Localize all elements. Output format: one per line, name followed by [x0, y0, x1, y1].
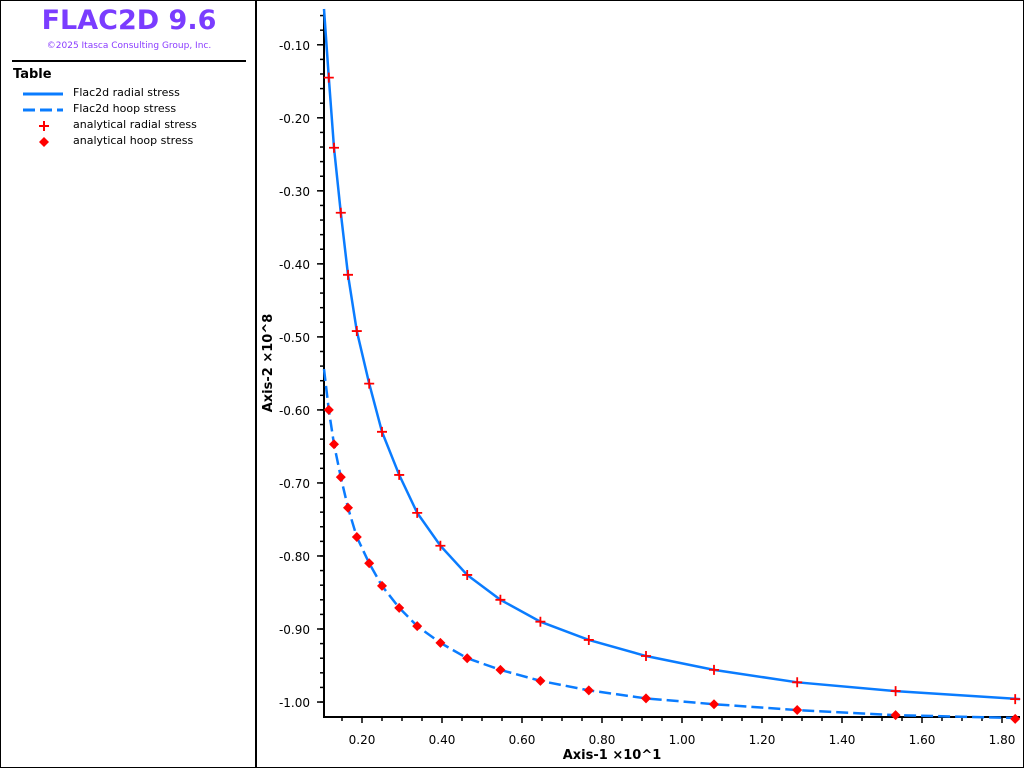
x-tick-label: 0.40 [429, 733, 456, 747]
app-title: FLAC2D 9.6 [41, 5, 217, 36]
analytical-radial-point [394, 469, 405, 480]
analytical-radial-point [435, 540, 446, 551]
diamond-marker-icon [39, 137, 49, 147]
analytical-radial-point [583, 634, 594, 645]
x-tick-label: 0.20 [349, 733, 376, 747]
legend-item-flac-radial: Flac2d radial stress [21, 86, 251, 102]
flac-radial-line [322, 8, 1021, 701]
y-tick-label: -0.70 [279, 477, 310, 491]
analytical-radial-point [1010, 694, 1021, 705]
y-tick-label: -1.00 [279, 696, 310, 710]
y-tick-label: -0.90 [279, 623, 310, 637]
analytical-hoop-point [343, 502, 353, 513]
analytical-hoop-point [435, 637, 446, 648]
analytical-radial-point [890, 686, 901, 697]
analytical-hoop-point [329, 439, 339, 450]
analytical-radial-point [792, 677, 803, 688]
chart: 0.20 0.40 0.60 0.80 1.00 1.20 1.40 1.60 1.80 -0.1… [261, 8, 1021, 763]
x-tick-label: 1.20 [749, 733, 776, 747]
x-tick-label: 1.00 [669, 733, 696, 747]
analytical-hoop-point [351, 531, 362, 542]
y-tick-label: -0.10 [279, 39, 310, 53]
legend-label: Flac2d hoop stress [73, 102, 177, 115]
analytical-hoop-point [364, 558, 375, 569]
solid-line-icon [23, 92, 63, 96]
legend-panel: FLAC2D 9.6 ©2025 Itasca Consulting Group… [0, 0, 257, 768]
analytical-radial-point [377, 426, 387, 437]
analytical-hoop-point [535, 675, 546, 686]
y-tick-label: -0.80 [279, 550, 310, 564]
analytical-hoop-point [583, 685, 594, 696]
legend-title: Table [13, 67, 52, 82]
analytical-hoop-point [495, 664, 506, 675]
x-tick-label: 0.60 [509, 733, 536, 747]
x-tick-label: 1.60 [909, 733, 936, 747]
y-tick-label: -0.40 [279, 258, 310, 272]
y-tick-label: -0.30 [279, 185, 310, 199]
analytical-hoop-point [377, 580, 387, 591]
analytical-hoop-point [323, 404, 334, 415]
analytical-radial-point [412, 507, 423, 518]
analytical-hoop-point [890, 710, 901, 721]
analytical-hoop-point [462, 653, 473, 664]
analytical-radial-point [709, 664, 719, 675]
analytical-hoop-point [335, 472, 346, 483]
analytical-radial-point [351, 326, 362, 337]
analytical-hoop-point [412, 621, 423, 632]
analytical-radial-point [535, 616, 546, 627]
divider [12, 60, 246, 62]
analytical-hoop-point [394, 602, 405, 613]
analytical-hoop-point [1010, 713, 1021, 724]
analytical-hoop-point [641, 693, 651, 704]
legend-label: Flac2d radial stress [73, 86, 180, 99]
y-tick-label: -0.50 [279, 331, 310, 345]
analytical-radial-point [343, 269, 353, 280]
x-axis-label: Axis-1 ×10^1 [563, 748, 662, 763]
analytical-radial-point [641, 651, 651, 662]
legend-item-analytical-radial: analytical radial stress [21, 118, 251, 134]
analytical-radial-point [323, 72, 334, 83]
y-tick-label: -0.60 [279, 404, 310, 418]
y-tick-label: -0.20 [279, 112, 310, 126]
flac-hoop-line [322, 368, 1021, 720]
analytical-radial-point [462, 569, 473, 580]
analytical-radial-point [329, 142, 339, 153]
plus-marker-icon [39, 121, 49, 131]
x-tick-label: 1.80 [989, 733, 1016, 747]
analytical-radial-point [495, 594, 506, 605]
analytical-radial-point [335, 207, 346, 218]
x-tick-label: 1.40 [829, 733, 856, 747]
y-axis-label: Axis-2 ×10^8 [261, 314, 276, 413]
dashed-line-icon [23, 108, 63, 112]
legend-item-flac-hoop: Flac2d hoop stress [21, 102, 251, 118]
analytical-hoop-point [792, 705, 803, 716]
x-tick-label: 0.80 [589, 733, 616, 747]
analytical-hoop-point [709, 699, 719, 710]
legend-label: analytical hoop stress [73, 134, 194, 147]
copyright: ©2025 Itasca Consulting Group, Inc. [46, 41, 212, 51]
legend-label: analytical radial stress [73, 118, 197, 131]
legend-item-analytical-hoop: analytical hoop stress [21, 134, 251, 150]
chart-panel: 0.20 0.40 0.60 0.80 1.00 1.20 1.40 1.60 1.80 -0.1… [257, 0, 1024, 768]
analytical-radial-point [364, 378, 375, 389]
